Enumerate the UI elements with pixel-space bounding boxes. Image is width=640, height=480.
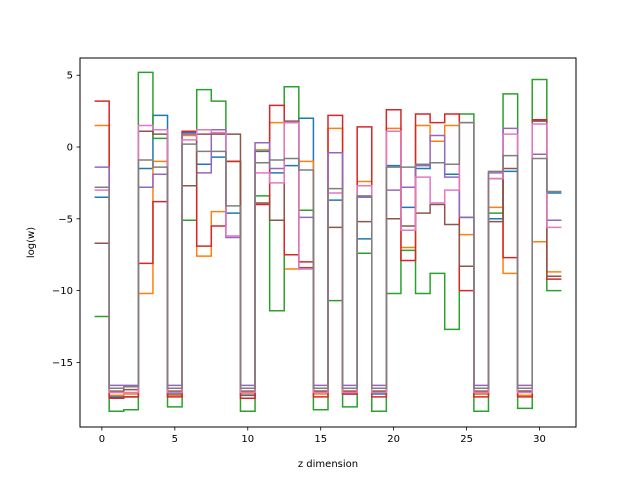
y-axis-ticks: 5 0 −5 −10 −15 xyxy=(52,71,80,369)
x-tick-label: 0 xyxy=(99,434,105,445)
x-tick-label: 25 xyxy=(460,434,473,445)
x-tick-label: 5 xyxy=(172,434,178,445)
x-axis-ticks: 0 5 10 15 20 25 30 xyxy=(99,427,546,445)
y-tick-label: −10 xyxy=(52,286,73,297)
y-tick-label: 0 xyxy=(67,143,73,154)
x-tick-label: 20 xyxy=(387,434,400,445)
y-tick-label: −5 xyxy=(58,214,73,225)
x-tick-label: 15 xyxy=(314,434,327,445)
series-layer xyxy=(94,71,562,412)
plot-frame xyxy=(79,57,577,428)
x-axis-label: z dimension xyxy=(298,459,358,470)
series-line-8 xyxy=(94,121,562,389)
y-tick-label: 5 xyxy=(67,71,73,82)
y-tick-label: −15 xyxy=(52,358,73,369)
y-axis-label: log(w) xyxy=(26,227,37,258)
x-tick-label: 10 xyxy=(241,434,254,445)
x-tick-label: 30 xyxy=(533,434,546,445)
series-line-6 xyxy=(94,120,562,392)
